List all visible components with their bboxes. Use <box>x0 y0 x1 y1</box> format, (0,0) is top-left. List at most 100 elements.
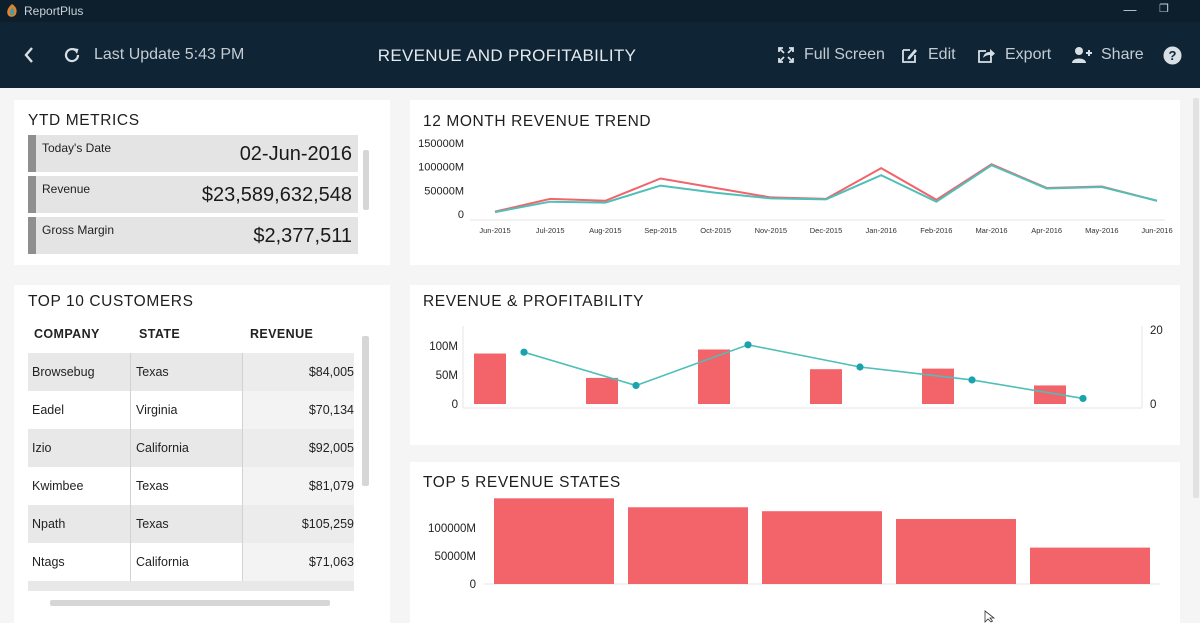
customers-scrollbar-vertical[interactable] <box>362 336 369 486</box>
metric-value: 02-Jun-2016 <box>239 143 352 165</box>
trend-x-tick-label: Jan-2016 <box>866 226 897 235</box>
app-name: ReportPlus <box>24 4 84 18</box>
restore-button[interactable]: ❐ <box>1159 3 1169 15</box>
page-scrollbar[interactable] <box>1193 98 1199 498</box>
cell-company: Eadel <box>32 403 64 417</box>
cell-company: Kwimbee <box>32 479 84 493</box>
cell-revenue: $105,259 <box>301 517 354 531</box>
top-states-title: TOP 5 REVENUE STATES <box>423 474 621 491</box>
metric-label: Revenue <box>42 182 91 196</box>
cell-company: Ntags <box>32 555 65 569</box>
rp-revenue-bar <box>586 377 618 404</box>
states-bar <box>494 498 614 584</box>
rp-revenue-bar <box>698 349 730 404</box>
rp-right-tick-label: 20 <box>1150 325 1163 337</box>
revenue-trend-title: 12 MONTH REVENUE TREND <box>423 113 651 130</box>
rp-profit-point <box>520 348 528 356</box>
revenue-trend-panel <box>410 100 1180 265</box>
metric-gross-margin: Gross Margin $2,377,511 <box>28 217 358 254</box>
ytd-metrics-title: YTD METRICS <box>28 112 140 129</box>
trend-x-tick-label: May-2016 <box>1085 226 1118 235</box>
back-button[interactable] <box>18 42 40 68</box>
app-header: Last Update 5:43 PM REVENUE AND PROFITAB… <box>0 22 1200 88</box>
states-y-tick-label: 100000M <box>428 523 476 535</box>
minimize-button[interactable]: — <box>1123 2 1137 17</box>
rp-profit-point <box>1079 394 1087 403</box>
trend-x-tick-label: Mar-2016 <box>975 226 1007 235</box>
table-row[interactable]: Npath Texas $105,259 <box>28 505 354 543</box>
states-y-tick-label: 0 <box>470 579 476 591</box>
cell-revenue: $70,134 <box>308 403 354 417</box>
column-header-revenue[interactable]: REVENUE <box>250 327 314 341</box>
table-row[interactable]: Kwimbee Texas $81,079 <box>28 467 354 505</box>
cell-state: California <box>136 441 189 455</box>
share-button[interactable]: Share <box>1101 46 1144 63</box>
rp-profit-point <box>968 376 976 384</box>
trend-x-tick-label: Jul-2015 <box>536 226 565 235</box>
edit-button[interactable]: Edit <box>928 46 956 63</box>
trend-x-tick-label: Sep-2015 <box>644 226 677 235</box>
trend-x-tick-label: Jun-2016 <box>1141 226 1172 235</box>
table-row[interactable]: Izio California $92,005 <box>28 429 354 467</box>
add-user-icon[interactable] <box>1070 42 1094 68</box>
export-icon[interactable] <box>975 42 997 68</box>
rp-profit-point <box>744 341 752 349</box>
metric-revenue: Revenue $23,589,632,548 <box>28 176 358 213</box>
trend-y-tick-label: 0 <box>458 209 464 221</box>
export-button[interactable]: Export <box>1005 46 1052 63</box>
column-header-state[interactable]: STATE <box>139 327 181 341</box>
metric-label: Today's Date <box>42 141 111 155</box>
rp-profit-point <box>632 381 640 390</box>
cell-state: Texas <box>136 365 169 379</box>
table-row[interactable]: Ntags California $71,063 <box>28 543 354 581</box>
cell-revenue: $71,063 <box>308 555 354 569</box>
cell-state: Virginia <box>136 403 178 417</box>
table-row[interactable]: Browsebug Texas $84,005 <box>28 353 354 391</box>
states-bar <box>1030 547 1150 584</box>
rp-profit-line <box>523 343 1084 400</box>
cell-revenue: $81,079 <box>308 479 354 493</box>
customers-scrollbar-horizontal[interactable] <box>50 600 330 606</box>
rp-profit-point <box>856 363 864 371</box>
metric-value: $2,377,511 <box>253 225 352 247</box>
rp-left-tick-label: 0 <box>452 399 458 411</box>
window-titlebar: ReportPlus — ❐ <box>0 0 1200 22</box>
full-screen-icon[interactable] <box>776 42 796 68</box>
rp-left-tick-label: 100M <box>429 341 458 353</box>
table-row-partial <box>28 581 354 591</box>
last-update-text: Last Update 5:43 PM <box>94 46 245 63</box>
full-screen-button[interactable]: Full Screen <box>804 46 885 63</box>
metric-value: $23,589,632,548 <box>201 184 352 206</box>
metric-todays-date: Today's Date 02-Jun-2016 <box>28 135 358 172</box>
trend-x-tick-label: Jun-2015 <box>479 226 510 235</box>
revenue-profitability-title: REVENUE & PROFITABILITY <box>423 293 644 310</box>
help-button[interactable]: ? <box>1161 42 1183 68</box>
customers-title: TOP 10 CUSTOMERS <box>28 293 194 310</box>
cell-revenue: $84,005 <box>308 365 354 379</box>
rp-revenue-bar <box>1034 385 1066 404</box>
metric-label: Gross Margin <box>42 223 115 237</box>
trend-x-tick-label: Feb-2016 <box>920 226 952 235</box>
refresh-button[interactable] <box>60 42 84 68</box>
reportplus-logo-icon <box>7 4 17 17</box>
trend-series-line-teal <box>494 164 1158 214</box>
page-title: REVENUE AND PROFITABILITY <box>377 46 637 65</box>
trend-x-tick-label: Nov-2015 <box>755 226 788 235</box>
cell-state: California <box>136 555 189 569</box>
revenue-profitability-panel <box>410 285 1180 445</box>
table-row[interactable]: Eadel Virginia $70,134 <box>28 391 354 429</box>
states-bar <box>762 511 882 584</box>
trend-y-tick-label: 50000M <box>424 185 464 197</box>
cell-revenue: $92,005 <box>308 441 354 455</box>
metrics-scrollbar[interactable] <box>363 150 369 210</box>
edit-icon[interactable] <box>898 42 920 68</box>
trend-x-tick-label: Dec-2015 <box>810 226 843 235</box>
rp-right-tick-label: 0 <box>1150 399 1156 411</box>
cell-company: Npath <box>32 517 66 531</box>
cell-state: Texas <box>136 517 169 531</box>
trend-x-tick-label: Aug-2015 <box>589 226 622 235</box>
trend-x-tick-label: Apr-2016 <box>1031 226 1062 235</box>
column-header-company[interactable]: COMPANY <box>34 327 100 341</box>
cell-company: Browsebug <box>32 365 95 379</box>
